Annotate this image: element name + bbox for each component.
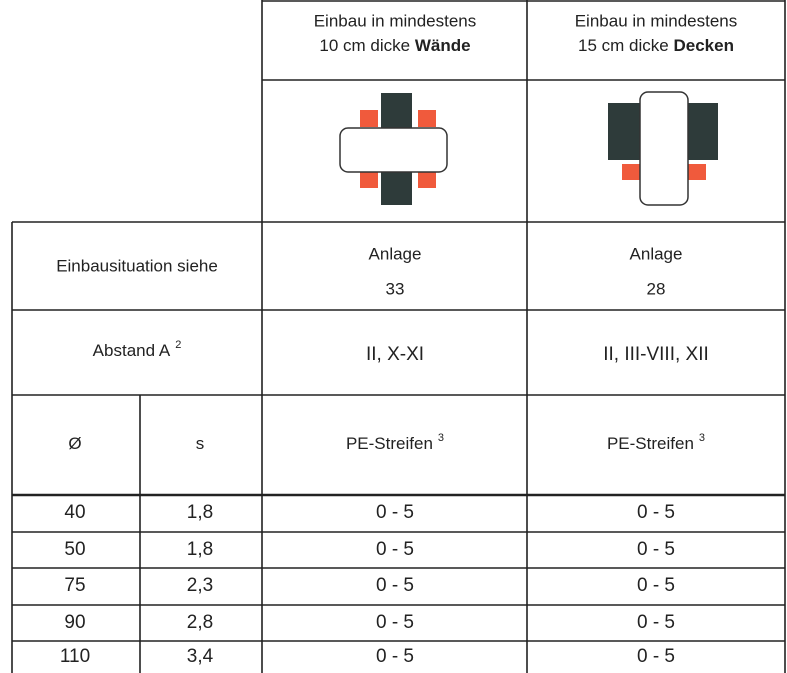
column-header: s — [196, 434, 205, 453]
header-bold: Wände — [415, 36, 471, 55]
cell: 0 - 5 — [376, 502, 414, 523]
superscript: 3 — [438, 432, 444, 444]
superscript: 3 — [699, 432, 705, 444]
column-header: PE-Streifen — [607, 434, 694, 453]
header-bold: Decken — [673, 36, 733, 55]
cell: II, X-XI — [366, 344, 424, 365]
cell: 2,8 — [187, 612, 213, 633]
cell: 0 - 5 — [637, 612, 675, 633]
row-label: Einbausituation siehe — [56, 256, 218, 275]
ceiling-icon — [608, 91, 718, 206]
cell: 50 — [64, 539, 85, 560]
cell: 40 — [64, 502, 85, 523]
superscript: 2 — [175, 339, 181, 351]
header-text: 10 cm dicke — [319, 36, 410, 55]
column-header: Ø — [68, 434, 81, 453]
column-header: PE-Streifen — [346, 434, 433, 453]
cell: Anlage — [369, 244, 422, 263]
header-text: Einbau in mindestens — [314, 11, 477, 30]
cell: 0 - 5 — [376, 539, 414, 560]
cell: Anlage — [630, 244, 683, 263]
header-text: 10 cm dicke Wände — [319, 36, 470, 55]
cell: 28 — [647, 279, 666, 298]
column-header: PE-Streifen 3 — [607, 432, 705, 454]
cell: 0 - 5 — [376, 612, 414, 633]
wall-icon — [339, 93, 448, 205]
cell: 33 — [386, 279, 405, 298]
grid — [11, 0, 786, 673]
row-label: Abstand A — [93, 341, 171, 360]
header-text: 15 cm dicke — [578, 36, 669, 55]
cell: II, III-VIII, XII — [603, 344, 709, 365]
cell: 110 — [60, 646, 90, 667]
cell: 0 - 5 — [376, 646, 414, 667]
header-text: 15 cm dicke Decken — [578, 36, 734, 55]
row-label: Abstand A 2 — [93, 339, 182, 361]
cell: 0 - 5 — [637, 646, 675, 667]
cell: 75 — [64, 575, 85, 596]
cell: 1,8 — [187, 539, 213, 560]
cell: 0 - 5 — [376, 575, 414, 596]
cell: 0 - 5 — [637, 539, 675, 560]
cell: 0 - 5 — [637, 502, 675, 523]
cell: 90 — [64, 612, 85, 633]
column-header: PE-Streifen 3 — [346, 432, 444, 454]
cell: 3,4 — [187, 646, 214, 667]
cell: 2,3 — [187, 575, 213, 596]
cell: 0 - 5 — [637, 575, 675, 596]
column-header: s — [196, 434, 205, 453]
header-text: Einbau in mindestens — [575, 11, 738, 30]
column-header: Ø — [68, 434, 81, 453]
cell: 1,8 — [187, 502, 213, 523]
